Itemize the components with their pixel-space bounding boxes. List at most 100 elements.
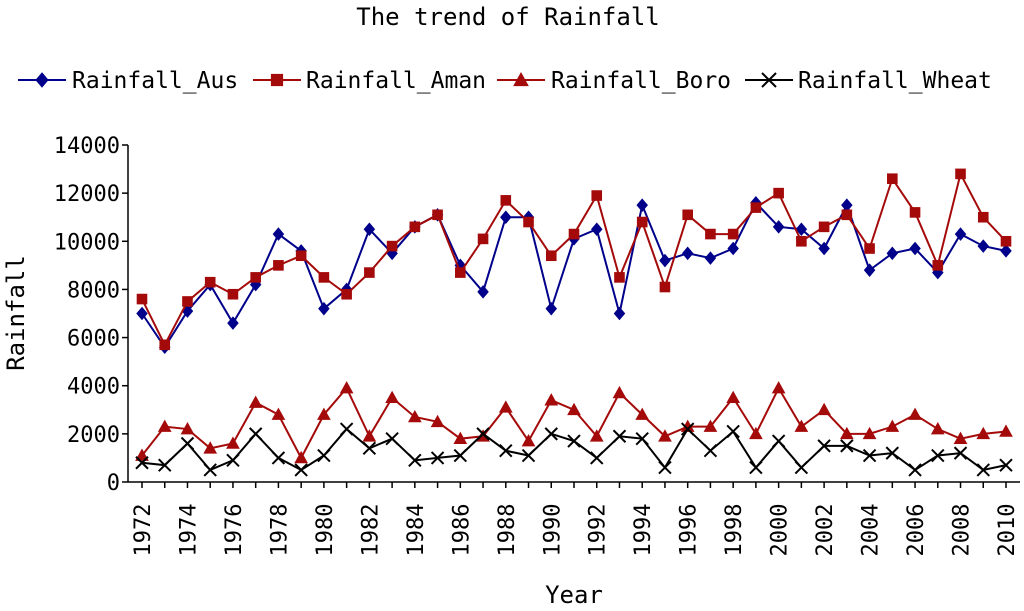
data-point-rainfall-aus (363, 222, 376, 237)
data-point-rainfall-wheat (612, 429, 627, 443)
data-point-rainfall-boro (658, 429, 672, 442)
series-rainfall-wheat (135, 422, 1013, 477)
data-point-rainfall-boro (794, 419, 809, 432)
data-point-rainfall-boro (703, 419, 718, 432)
data-point-rainfall-aman (477, 233, 489, 245)
data-point-rainfall-boro (567, 402, 581, 416)
data-point-rainfall-boro (135, 448, 149, 461)
x-axis-label: Year (545, 581, 603, 609)
data-point-rainfall-aman (818, 221, 830, 233)
series-rainfall-aus (136, 195, 1012, 354)
data-point-rainfall-boro (976, 426, 991, 440)
data-point-rainfall-boro (635, 407, 650, 420)
data-point-rainfall-wheat (794, 460, 809, 475)
data-point-rainfall-boro (999, 424, 1013, 437)
data-point-rainfall-aus (477, 285, 489, 299)
data-point-rainfall-aus (681, 246, 694, 261)
data-point-rainfall-aman (591, 190, 603, 201)
data-point-rainfall-wheat (999, 458, 1013, 472)
data-point-rainfall-aman (841, 209, 853, 221)
data-point-rainfall-wheat (430, 451, 445, 465)
data-point-rainfall-aman (727, 228, 739, 240)
data-point-rainfall-wheat (385, 431, 399, 446)
data-point-rainfall-wheat (840, 439, 854, 453)
legend-item-rainfall-aus: Rainfall_Aus (18, 68, 238, 94)
data-point-rainfall-aman (773, 187, 784, 199)
data-point-rainfall-wheat (294, 463, 308, 477)
x-tick-label: 1976 (222, 504, 247, 557)
data-point-rainfall-boro (839, 426, 854, 440)
data-point-rainfall-wheat (862, 448, 877, 463)
data-point-rainfall-boro (453, 431, 468, 444)
data-point-rainfall-aus (1000, 244, 1012, 258)
data-point-rainfall-wheat (544, 427, 558, 441)
data-point-rainfall-wheat (635, 431, 649, 446)
data-point-rainfall-aman (659, 281, 671, 293)
x-tick-label: 1980 (313, 504, 338, 557)
data-point-rainfall-wheat (362, 441, 377, 456)
data-point-rainfall-aus (136, 306, 148, 321)
x-tick-label: 1992 (586, 504, 611, 557)
data-point-rainfall-aman (682, 209, 693, 221)
data-point-rainfall-wheat (976, 463, 990, 477)
legend-marker-rainfall-wheat (761, 72, 777, 88)
data-point-rainfall-boro (953, 431, 968, 444)
data-point-rainfall-wheat (408, 453, 422, 468)
data-point-rainfall-boro (407, 409, 422, 423)
data-point-rainfall-boro (248, 395, 263, 408)
data-point-rainfall-boro (226, 436, 240, 449)
data-point-rainfall-boro (362, 429, 377, 442)
data-point-rainfall-aman (636, 216, 648, 228)
x-tick-label: 1990 (540, 504, 565, 557)
legend-marker-rainfall-boro (513, 71, 529, 87)
data-point-rainfall-aus (704, 251, 717, 265)
data-point-rainfall-wheat (908, 463, 922, 477)
data-point-rainfall-boro (521, 434, 536, 447)
data-point-rainfall-wheat (453, 448, 468, 463)
legend-item-rainfall-wheat: Rainfall_Wheat (745, 68, 992, 94)
data-point-rainfall-aman (364, 267, 375, 278)
data-point-rainfall-aus (772, 220, 785, 234)
data-point-rainfall-aman (750, 202, 762, 213)
data-point-rainfall-wheat (203, 463, 217, 477)
data-point-rainfall-boro (612, 385, 627, 399)
data-point-rainfall-wheat (703, 444, 718, 458)
data-point-rainfall-aus (795, 222, 808, 237)
x-tick-label: 1984 (404, 504, 429, 557)
data-point-rainfall-wheat (590, 451, 604, 465)
y-tick-label: 4000 (67, 375, 120, 400)
data-point-rainfall-aus (318, 301, 330, 316)
data-point-rainfall-aman (796, 235, 807, 247)
data-point-rainfall-aus (977, 239, 990, 253)
y-tick-label: 14000 (54, 134, 120, 159)
data-point-rainfall-wheat (180, 436, 195, 451)
data-point-rainfall-wheat (680, 422, 695, 436)
series-rainfall-boro (135, 381, 1013, 464)
x-tick-label: 2000 (768, 504, 793, 557)
series-rainfall-aman (136, 168, 1012, 351)
x-tick-label: 1972 (131, 504, 156, 557)
data-point-rainfall-boro (771, 381, 786, 394)
legend: Rainfall_Aus Rainfall_Aman Rainfall_Boro Ra… (18, 68, 992, 94)
data-point-rainfall-aus (272, 227, 285, 241)
data-point-rainfall-aman (204, 276, 216, 288)
data-point-rainfall-boro (726, 390, 741, 404)
data-point-rainfall-aman (386, 240, 398, 252)
chart-title: The trend of Rainfall (356, 3, 659, 31)
legend-item-rainfall-aman: Rainfall_Aman (253, 68, 486, 94)
y-tick-label: 12000 (54, 182, 120, 207)
data-point-rainfall-aman (909, 207, 921, 218)
x-tick-label: 2010 (995, 504, 1020, 557)
data-point-rainfall-aus (727, 241, 739, 256)
legend-item-rainfall-boro: Rainfall_Boro (497, 68, 731, 94)
y-tick-label: 8000 (67, 278, 120, 303)
data-point-rainfall-wheat (726, 424, 740, 439)
data-point-rainfall-aus (590, 222, 603, 237)
data-point-rainfall-aus (818, 241, 830, 256)
data-point-rainfall-aus (909, 241, 921, 256)
x-tick-label: 1994 (631, 504, 656, 557)
data-point-rainfall-wheat (158, 458, 172, 472)
data-point-rainfall-boro (589, 429, 604, 442)
y-tick-label: 2000 (67, 423, 120, 448)
data-point-rainfall-aman (341, 288, 352, 300)
